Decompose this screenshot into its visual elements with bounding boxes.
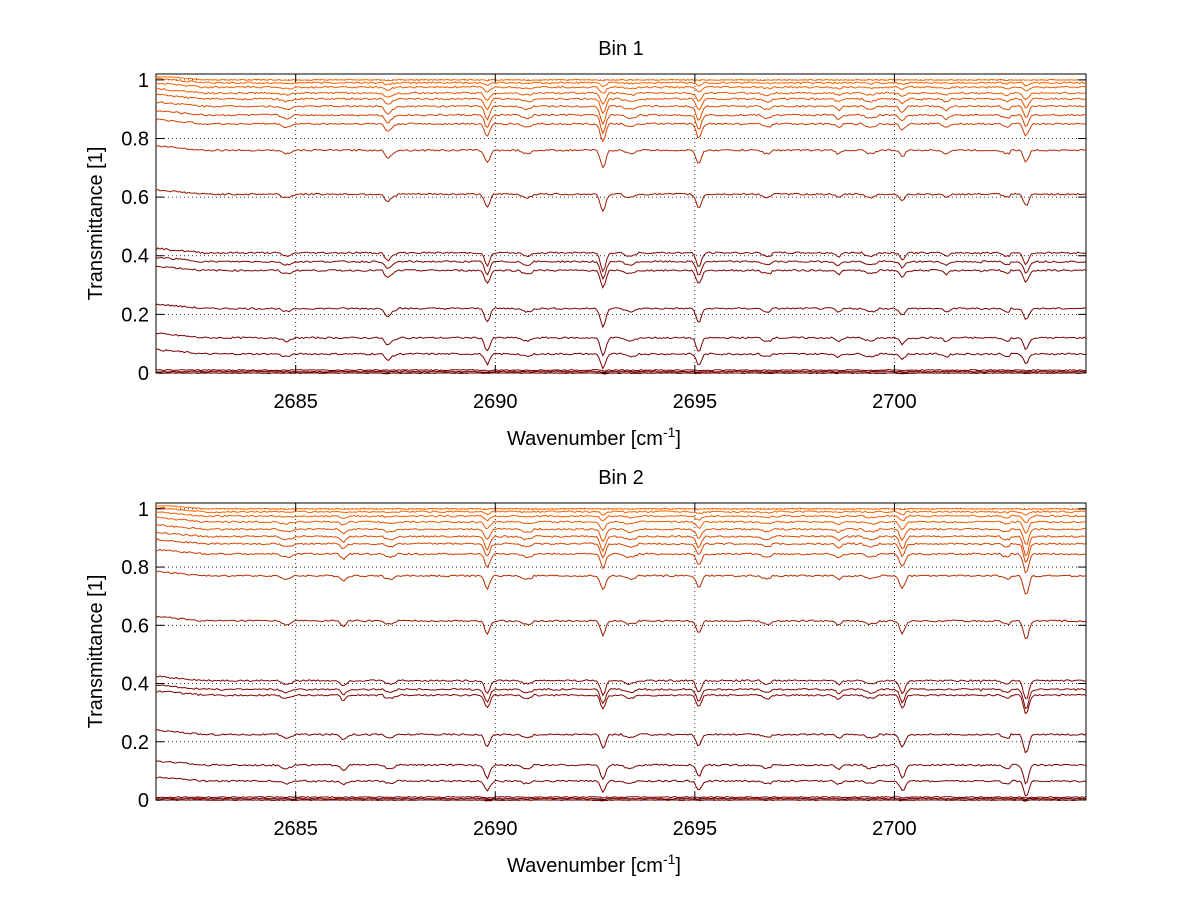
- y-tick-label: 0.6: [121, 187, 149, 209]
- x-tick-label: 2700: [872, 818, 917, 840]
- series-line: [155, 189, 1087, 213]
- chart-title: Bin 2: [598, 467, 644, 489]
- x-axis-label: Wavenumber [cm-1]: [507, 851, 681, 877]
- x-tick-label: 2685: [273, 818, 318, 840]
- series-line: [155, 247, 1087, 273]
- series-line: [155, 303, 1087, 329]
- series-line: [155, 797, 1087, 801]
- series-line: [155, 77, 1087, 88]
- y-tick-label: 0.4: [121, 674, 149, 696]
- series-line: [155, 516, 1087, 534]
- series-line: [156, 76, 1087, 82]
- series-line: [155, 348, 1087, 370]
- y-axis-label: Transmittance [1]: [85, 147, 107, 301]
- series-line: [155, 145, 1087, 169]
- x-tick-label: 2690: [473, 391, 518, 413]
- y-tick-label: 0: [138, 363, 149, 385]
- chart-panel-1: 2685 2690 2695 2700 0 0.2 0.4 0.6 0.8 1 Bin 1 Waven…: [85, 38, 1087, 450]
- y-tick-label: 0: [138, 790, 149, 812]
- series-line: [155, 675, 1087, 699]
- series-line: [155, 93, 1087, 115]
- y-tick-label: 1: [138, 70, 149, 92]
- x-tick-label: 2690: [473, 818, 518, 840]
- y-tick-label: 0.2: [121, 732, 149, 754]
- chart-panel-2: 2685 2690 2695 2700 0 0.2 0.4 0.6 0.8 1 Bin 2 Waven…: [85, 467, 1087, 877]
- series-line: [155, 506, 1087, 516]
- series-line: [155, 370, 1087, 373]
- series-line: [155, 511, 1087, 524]
- x-tick-label: 2700: [872, 391, 917, 413]
- x-axis-label: Wavenumber [cm-1]: [507, 424, 681, 450]
- series-line: [156, 505, 1087, 511]
- series-line: [155, 371, 1087, 375]
- y-tick-label: 0.4: [121, 246, 149, 268]
- series-line: [156, 82, 1087, 94]
- y-tick-label: 0.8: [121, 557, 149, 579]
- series-line: [155, 690, 1087, 715]
- series-line: [155, 798, 1087, 802]
- series-line: [155, 265, 1087, 289]
- x-tick-label: 2695: [673, 818, 718, 840]
- series-line: [155, 118, 1087, 143]
- series-line: [155, 87, 1087, 105]
- series-line: [155, 548, 1087, 574]
- series-line: [155, 109, 1087, 135]
- series-line: [155, 101, 1087, 126]
- series-line: [155, 615, 1087, 640]
- plot-area: [155, 502, 1087, 801]
- y-tick-label: 0.8: [121, 128, 149, 150]
- series-line: [155, 368, 1086, 372]
- series-line: [155, 729, 1087, 754]
- series-line: [155, 796, 1087, 799]
- series-line: [155, 760, 1087, 785]
- y-axis-label: Transmittance [1]: [85, 575, 107, 729]
- x-tick-label: 2695: [673, 391, 718, 413]
- series-line: [155, 531, 1086, 557]
- y-tick-label: 0.2: [121, 304, 149, 326]
- y-tick-label: 0.6: [121, 615, 149, 637]
- series-line: [155, 538, 1087, 564]
- series-line: [155, 524, 1087, 545]
- chart-title: Bin 1: [598, 38, 644, 60]
- series-line: [155, 684, 1087, 710]
- y-tick-label: 1: [138, 499, 149, 521]
- x-tick-label: 2685: [273, 391, 318, 413]
- series-line: [155, 332, 1087, 357]
- series-line: [155, 570, 1087, 595]
- series-line: [155, 257, 1087, 280]
- series-line: [155, 776, 1087, 797]
